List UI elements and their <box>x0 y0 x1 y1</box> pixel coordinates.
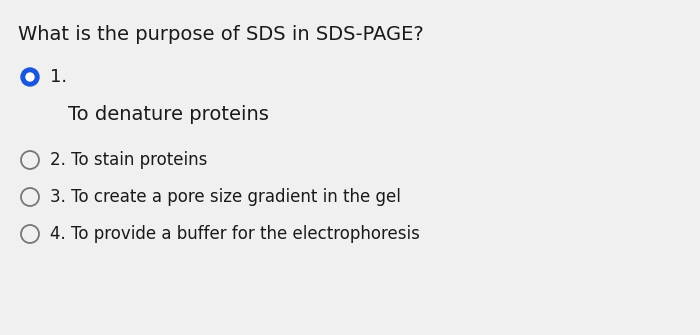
Text: What is the purpose of SDS in SDS-PAGE?: What is the purpose of SDS in SDS-PAGE? <box>18 25 423 44</box>
Text: To denature proteins: To denature proteins <box>68 106 269 125</box>
Text: 1.: 1. <box>50 68 67 86</box>
Circle shape <box>26 73 34 81</box>
Text: 3. To create a pore size gradient in the gel: 3. To create a pore size gradient in the… <box>50 188 401 206</box>
Circle shape <box>21 68 39 86</box>
Text: 2. To stain proteins: 2. To stain proteins <box>50 151 207 169</box>
Text: 4. To provide a buffer for the electrophoresis: 4. To provide a buffer for the electroph… <box>50 225 420 243</box>
